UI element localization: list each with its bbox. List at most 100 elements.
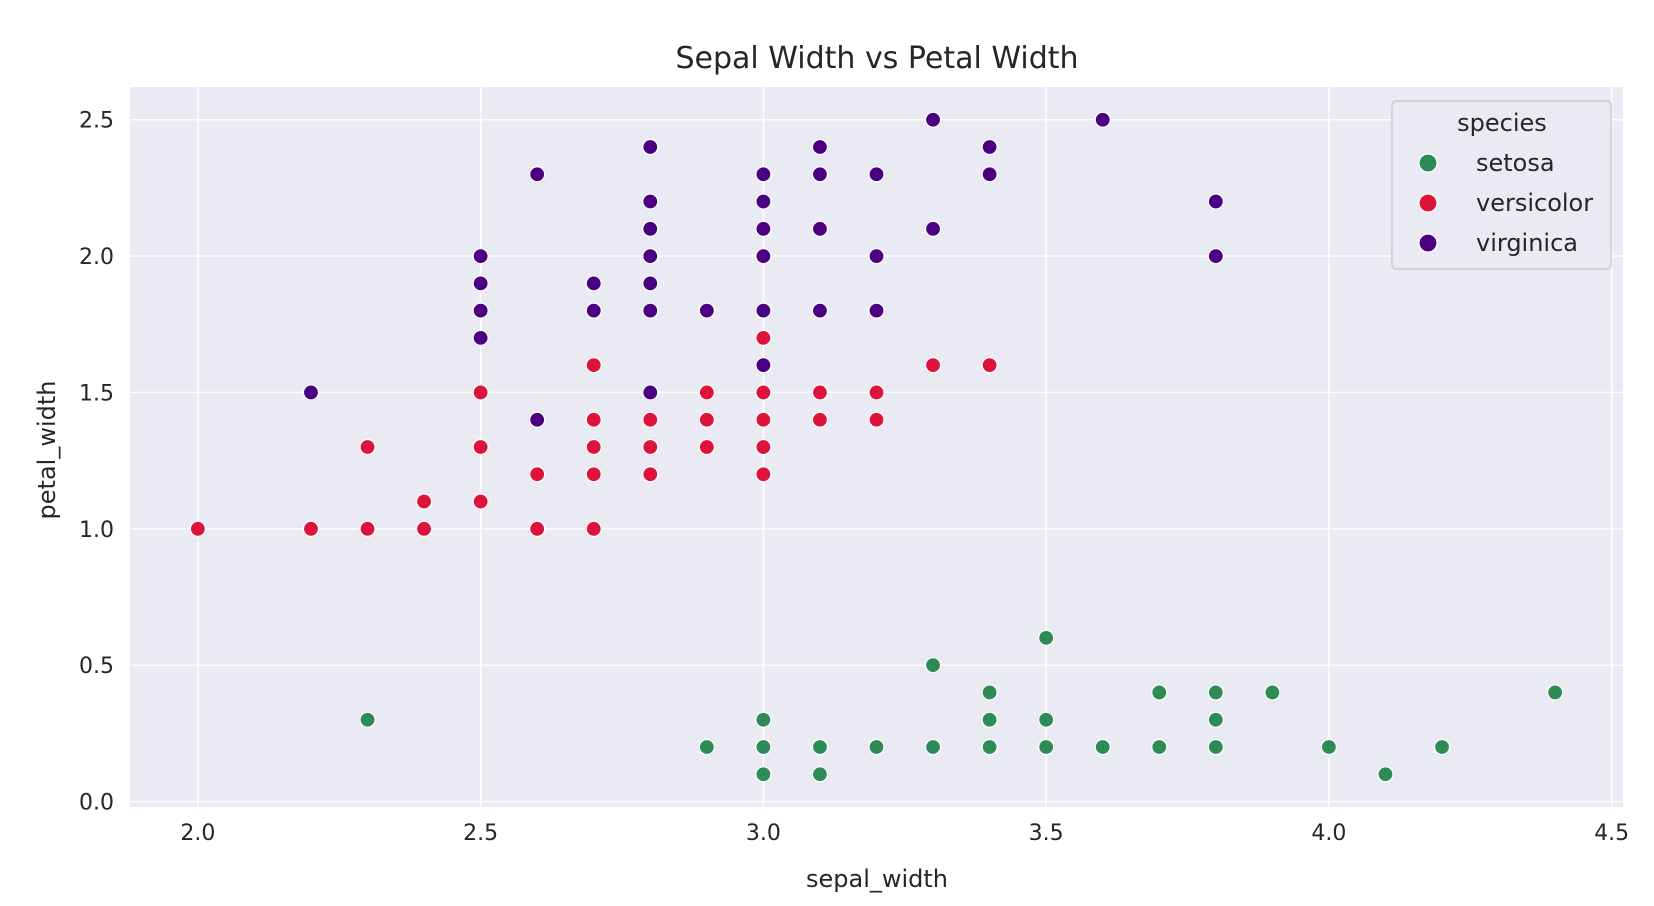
point-setosa xyxy=(924,738,942,756)
point-virginica xyxy=(642,384,659,401)
tick-layer: 2.0 2.5 3.0 3.5 4.0 4.5 0.0 0.5 1.0 1.5 2.0 2.5 xyxy=(79,109,1629,846)
point-virginica xyxy=(811,138,829,156)
point-virginica xyxy=(755,357,772,374)
legend-label-setosa: setosa xyxy=(1476,149,1555,177)
point-virginica xyxy=(642,247,659,265)
point-virginica xyxy=(529,411,546,428)
point-versicolor xyxy=(698,438,715,456)
point-virginica xyxy=(981,138,998,156)
point-virginica xyxy=(755,247,772,265)
point-virginica xyxy=(472,329,489,347)
y-axis-label: petal_width xyxy=(33,381,61,520)
point-virginica xyxy=(1207,193,1224,210)
point-virginica xyxy=(924,111,942,128)
point-virginica xyxy=(868,302,885,319)
x-tick-label: 2.5 xyxy=(463,821,498,846)
x-tick-label: 3.0 xyxy=(746,821,781,846)
point-versicolor xyxy=(472,438,489,456)
point-versicolor xyxy=(642,466,659,483)
point-virginica xyxy=(981,166,998,183)
point-setosa xyxy=(1207,684,1224,701)
point-setosa xyxy=(755,711,772,728)
point-versicolor xyxy=(585,520,602,537)
point-versicolor xyxy=(302,520,320,537)
legend-marker-setosa xyxy=(1418,153,1438,173)
point-versicolor xyxy=(868,384,885,401)
point-setosa xyxy=(811,766,829,783)
point-versicolor xyxy=(472,384,489,401)
point-versicolor xyxy=(359,438,376,456)
point-setosa xyxy=(755,738,772,756)
point-versicolor xyxy=(698,411,715,428)
point-versicolor xyxy=(755,438,772,456)
legend-label-virginica: virginica xyxy=(1476,229,1578,257)
point-virginica xyxy=(868,247,885,265)
point-setosa xyxy=(1377,766,1394,783)
point-versicolor xyxy=(189,520,206,537)
point-versicolor xyxy=(868,411,885,428)
point-virginica xyxy=(811,220,829,237)
point-virginica xyxy=(585,302,602,319)
point-virginica xyxy=(755,220,772,237)
y-tick-label: 2.0 xyxy=(79,245,114,270)
point-versicolor xyxy=(415,520,433,537)
legend-label-versicolor: versicolor xyxy=(1476,189,1593,217)
point-virginica xyxy=(302,384,320,401)
point-versicolor xyxy=(585,357,602,374)
point-setosa xyxy=(1264,684,1281,701)
point-setosa xyxy=(755,766,772,783)
point-virginica xyxy=(755,193,772,210)
point-setosa xyxy=(1094,738,1111,756)
point-versicolor xyxy=(529,466,546,483)
point-versicolor xyxy=(529,520,546,537)
point-versicolor xyxy=(359,520,376,537)
point-versicolor xyxy=(924,357,942,374)
point-versicolor xyxy=(585,411,602,428)
point-versicolor xyxy=(755,411,772,428)
point-versicolor xyxy=(585,466,602,483)
point-setosa xyxy=(1207,711,1224,728)
point-versicolor xyxy=(415,493,433,510)
point-versicolor xyxy=(698,384,715,401)
y-tick-label: 2.5 xyxy=(79,109,114,134)
point-virginica xyxy=(1094,111,1111,128)
point-versicolor xyxy=(472,493,489,510)
legend-box xyxy=(1391,100,1612,270)
point-virginica xyxy=(472,302,489,319)
point-setosa xyxy=(981,684,998,701)
point-versicolor xyxy=(642,411,659,428)
point-setosa xyxy=(1207,738,1224,756)
plot-area xyxy=(130,87,1623,807)
legend-marker-virginica xyxy=(1418,233,1438,253)
y-tick-label: 1.0 xyxy=(79,518,114,543)
y-tick-label: 0.5 xyxy=(79,654,114,679)
point-setosa xyxy=(1038,629,1055,647)
point-setosa xyxy=(698,738,715,756)
point-virginica xyxy=(642,302,659,319)
legend-title: species xyxy=(1457,109,1547,137)
point-versicolor xyxy=(755,329,772,347)
point-virginica xyxy=(472,247,489,265)
point-virginica xyxy=(698,302,715,319)
point-versicolor xyxy=(811,411,829,428)
point-setosa xyxy=(359,711,376,728)
point-virginica xyxy=(811,302,829,319)
point-virginica xyxy=(642,138,659,156)
point-setosa xyxy=(981,738,998,756)
legend-items: setosa versicolor virginica xyxy=(1418,149,1593,257)
legend: species setosa versicolor virginica xyxy=(1391,100,1612,270)
point-setosa xyxy=(1433,738,1451,756)
point-virginica xyxy=(529,166,546,183)
point-setosa xyxy=(1151,738,1168,756)
point-virginica xyxy=(1207,247,1224,265)
y-tick-label: 0.0 xyxy=(79,791,114,816)
point-virginica xyxy=(642,220,659,237)
point-virginica xyxy=(755,166,772,183)
point-virginica xyxy=(585,275,602,292)
point-setosa xyxy=(924,657,942,674)
x-tick-label: 4.5 xyxy=(1594,821,1629,846)
legend-marker-versicolor xyxy=(1418,193,1438,213)
chart-title: Sepal Width vs Petal Width xyxy=(675,41,1078,76)
point-setosa xyxy=(811,738,829,756)
